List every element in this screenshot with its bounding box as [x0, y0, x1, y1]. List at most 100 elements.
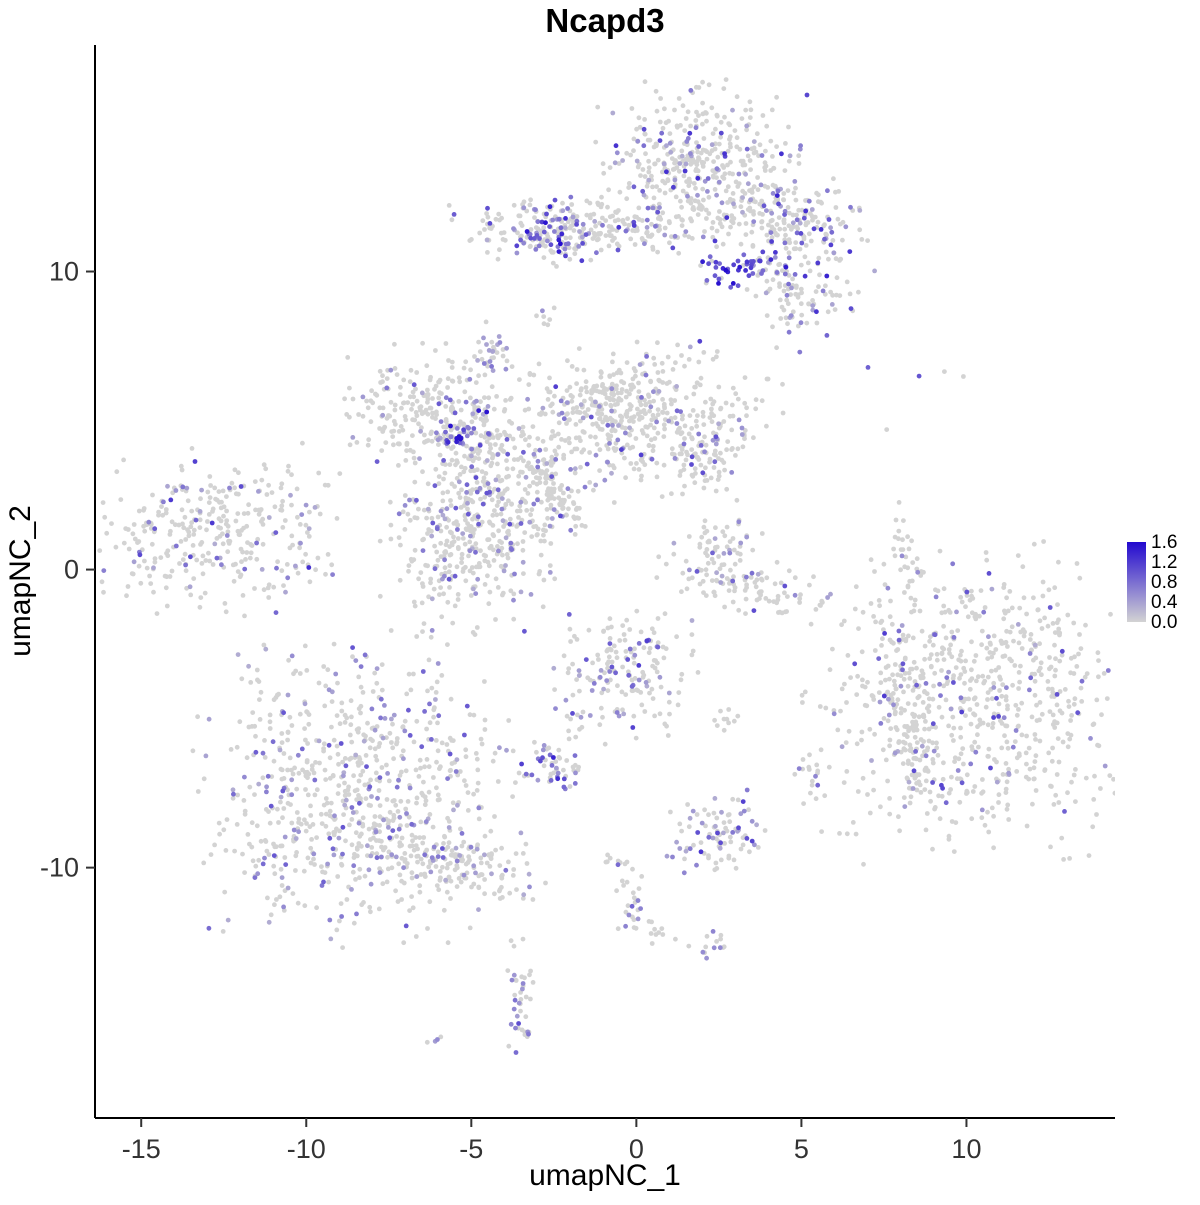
data-point — [989, 668, 994, 674]
data-point — [505, 555, 511, 561]
data-point — [422, 874, 428, 879]
data-point — [785, 188, 791, 194]
data-point — [438, 585, 443, 590]
data-point — [525, 491, 531, 496]
data-point — [459, 843, 465, 849]
data-point — [867, 810, 873, 816]
data-point — [801, 236, 807, 242]
data-point — [556, 216, 562, 222]
data-point — [595, 104, 601, 110]
data-point — [660, 210, 666, 216]
data-point — [404, 861, 410, 866]
data-point — [927, 789, 933, 795]
data-point — [392, 366, 398, 371]
data-point — [517, 213, 523, 219]
data-point — [616, 423, 621, 428]
data-point — [435, 797, 441, 803]
data-point — [572, 516, 578, 521]
data-point — [387, 730, 393, 736]
data-point — [387, 413, 393, 419]
data-point — [619, 418, 624, 424]
data-point — [1017, 679, 1022, 685]
data-point — [303, 551, 308, 557]
data-point — [392, 341, 397, 347]
data-point — [568, 467, 573, 472]
data-point — [1010, 744, 1016, 750]
data-point — [906, 546, 912, 552]
data-point — [762, 183, 768, 189]
data-point — [598, 247, 604, 253]
data-point — [397, 773, 403, 778]
data-point — [989, 805, 995, 811]
data-point — [413, 835, 418, 840]
data-point — [575, 712, 580, 718]
data-point — [704, 156, 710, 162]
data-point — [478, 548, 483, 554]
data-point — [511, 457, 517, 462]
data-point — [676, 250, 682, 256]
data-point — [278, 794, 284, 800]
data-point — [614, 370, 620, 376]
data-point — [142, 528, 148, 534]
data-point — [639, 395, 644, 400]
data-point — [553, 759, 559, 764]
data-point — [702, 229, 707, 234]
data-point — [990, 721, 996, 726]
data-point — [756, 153, 761, 159]
data-point — [855, 673, 860, 679]
data-point — [407, 908, 412, 913]
data-point — [872, 731, 877, 737]
data-point — [334, 927, 340, 933]
data-point — [741, 808, 747, 814]
data-point — [509, 364, 515, 369]
data-point — [463, 747, 469, 753]
data-point — [631, 713, 637, 719]
data-point — [710, 929, 716, 934]
data-point — [885, 689, 890, 695]
data-point — [279, 731, 285, 736]
data-point — [253, 507, 258, 513]
data-point — [923, 753, 929, 759]
data-point — [953, 820, 959, 825]
data-point — [428, 869, 434, 875]
data-point — [646, 919, 652, 924]
data-point — [630, 376, 636, 382]
data-point — [1002, 653, 1008, 659]
data-point — [623, 394, 629, 400]
data-point — [337, 471, 343, 476]
data-point — [979, 642, 984, 648]
data-point — [624, 196, 630, 202]
data-point — [567, 626, 573, 632]
data-point — [1034, 702, 1039, 708]
data-point — [1066, 698, 1071, 704]
data-point — [629, 677, 635, 683]
data-point — [816, 255, 822, 261]
data-point — [603, 401, 609, 407]
data-point — [548, 459, 554, 464]
data-point — [259, 519, 264, 524]
data-point — [778, 580, 784, 586]
data-point — [934, 657, 940, 663]
data-point — [379, 854, 384, 860]
data-point — [516, 515, 521, 520]
data-point — [593, 482, 599, 488]
data-point — [490, 368, 496, 373]
data-point — [607, 636, 613, 641]
data-point — [419, 425, 424, 431]
data-point — [622, 637, 628, 643]
data-point — [1105, 668, 1111, 673]
data-point — [1031, 776, 1037, 782]
data-point — [1003, 761, 1009, 766]
data-point — [791, 246, 797, 252]
data-point — [173, 543, 179, 549]
data-point — [652, 161, 657, 167]
data-point — [491, 533, 497, 539]
data-point — [431, 714, 436, 720]
data-point — [274, 897, 279, 902]
data-point — [220, 488, 226, 494]
data-point — [538, 538, 544, 544]
data-point — [471, 849, 477, 855]
data-point — [854, 692, 860, 697]
data-point — [686, 824, 692, 830]
data-point — [969, 816, 975, 822]
